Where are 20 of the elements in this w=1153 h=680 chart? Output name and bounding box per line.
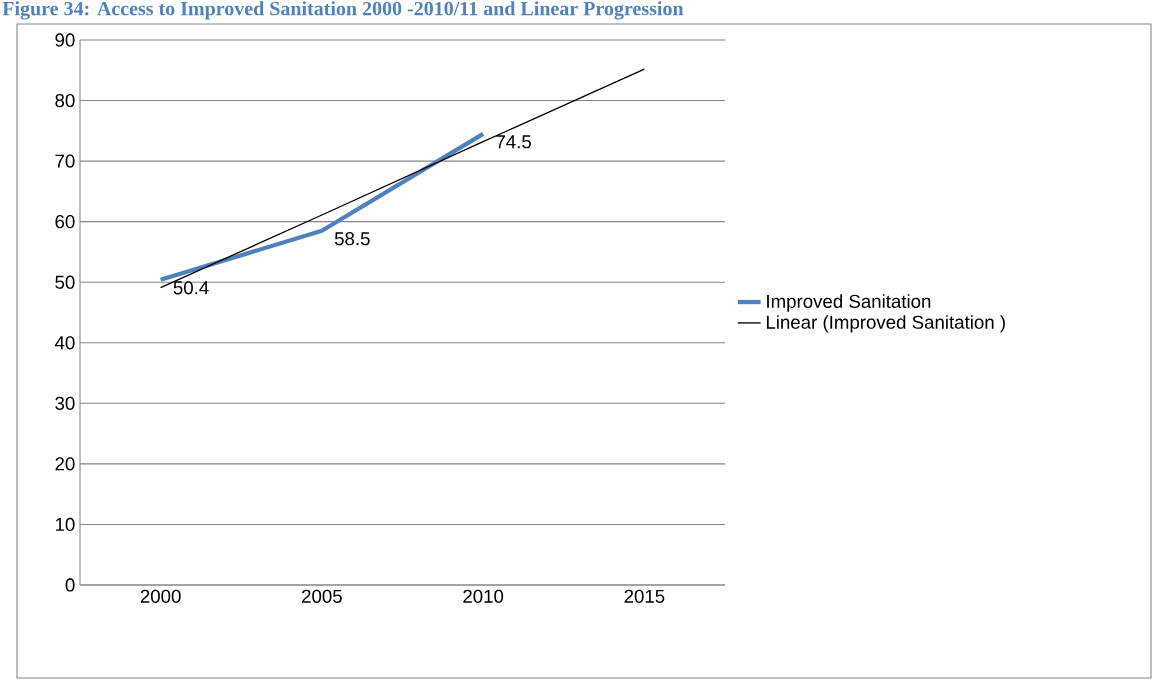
- y-tick-label: 40: [54, 336, 75, 350]
- x-tick-label: 2010: [463, 589, 504, 603]
- y-tick-label: 60: [55, 215, 75, 229]
- x-tick-label: 2005: [302, 589, 342, 603]
- legend-label: Improved Sanitation: [767, 294, 931, 312]
- chart-title: Figure 34: Access to Improved Sanitation 2000 -2010/11 and Linear Progression: [2, 1, 684, 20]
- y-tick-label: 20: [55, 457, 75, 471]
- y-tick-label: 50: [55, 275, 75, 289]
- y-tick-label: 10: [55, 517, 75, 532]
- data-label: 58.5: [334, 232, 370, 246]
- y-tick-label: 90: [55, 33, 75, 47]
- x-tick-label: 2000: [140, 589, 181, 603]
- y-tick-label: 0: [65, 578, 75, 592]
- y-tick-label: 70: [55, 154, 75, 168]
- data-label: 50.4: [173, 281, 209, 295]
- y-tick-label: 30: [55, 396, 75, 410]
- x-tick-label: 2015: [624, 589, 665, 603]
- data-label: 74.5: [496, 135, 531, 149]
- legend-label: Linear (Improved Sanitation ): [766, 315, 1005, 333]
- y-tick-label: 80: [55, 93, 75, 108]
